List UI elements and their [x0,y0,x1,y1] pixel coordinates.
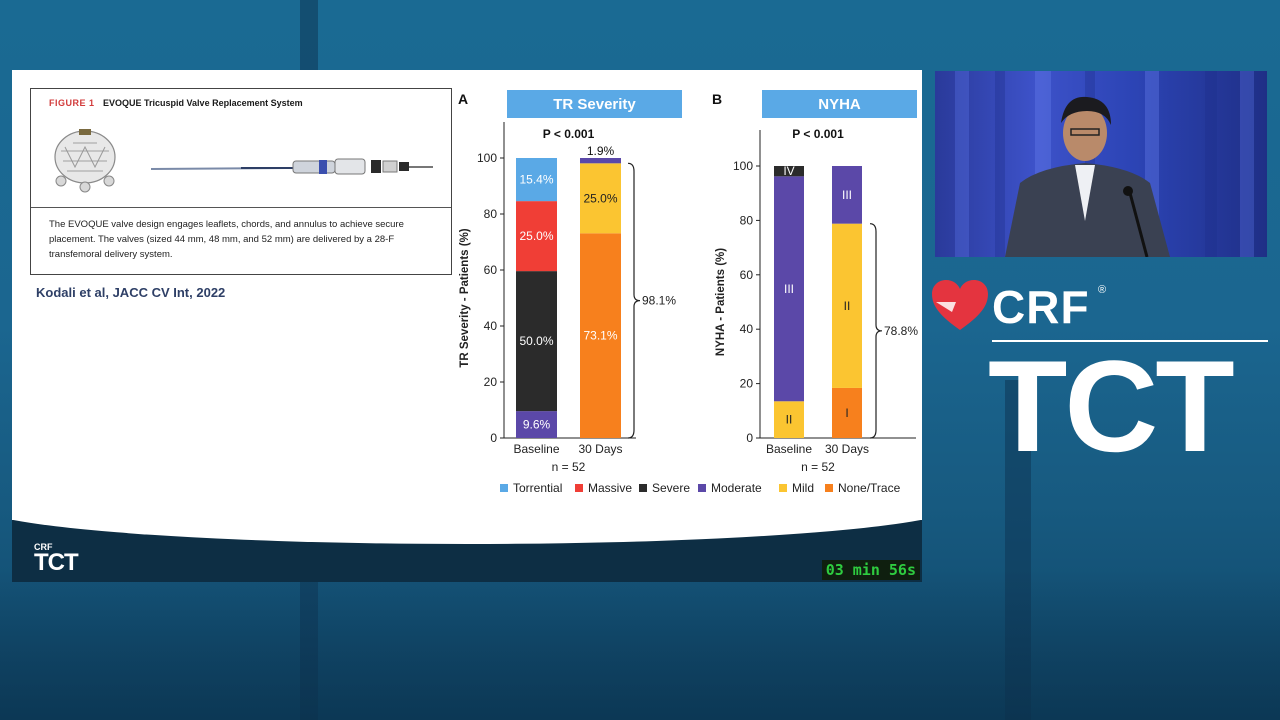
bar-segment-i [832,387,862,438]
panel-letter: B [712,91,722,107]
data-label: 9.6% [523,418,551,432]
x-tick-label: Baseline [513,442,559,456]
charts-canvas: TR Severity A P < 0.001 0 20 40 60 80 100 TR Seve… [458,90,918,495]
y-tick-label: 60 [740,268,754,282]
bar-segment-torrential [516,158,557,202]
data-label: IV [783,164,794,178]
brand-tct-text: TCT [988,333,1235,479]
bridge-shadow [0,570,1280,720]
data-label: 73.1% [583,329,617,343]
legend-item: Massive [588,481,632,495]
legend-swatch [779,484,787,492]
data-label: III [842,188,852,202]
valve-image [54,129,116,193]
citation: Kodali et al, JACC CV Int, 2022 [36,285,226,300]
y-tick-label: 0 [746,431,753,445]
caption-line: transfemoral delivery system. [49,249,173,260]
y-tick-label: 20 [740,377,754,391]
data-label: II [844,299,851,313]
legend-swatch [575,484,583,492]
y-tick-label: 40 [484,319,498,333]
bar-segment-massive [516,201,557,272]
bar-segment-ii [774,401,804,438]
y-tick-label: 80 [484,207,498,221]
y-tick-label: 0 [490,431,497,445]
bracket [627,162,641,439]
legend-item: Mild [792,481,814,495]
timer: 03 min 56s [821,560,920,580]
legend-item: Moderate [711,481,762,495]
speaker-video [935,71,1267,257]
bar-segment-iv [774,166,804,177]
x-tick-label: 30 Days [578,442,622,456]
y-tick-label: 20 [484,375,498,389]
figure-caption: The EVOQUE valve design engages leaflets… [49,217,434,262]
x-tick-label: 30 Days [825,442,869,456]
y-tick-label: 60 [484,263,498,277]
data-label: 1.9% [587,144,615,158]
y-tick-label: 100 [477,151,497,165]
legend-swatch [698,484,706,492]
figure-box: FIGURE 1 EVOQUE Tricuspid Valve Replacem… [30,88,452,275]
panel-header-bg [762,90,917,118]
data-label: 25.0% [583,191,617,205]
footer-crf-text: CRF [34,542,53,552]
speaker-video-scene [955,71,1254,257]
valve-device-illustration [54,129,433,193]
presentation-slide: FIGURE 1 EVOQUE Tricuspid Valve Replacem… [12,70,922,582]
legend-swatch [500,484,508,492]
bar-segment-moderate [516,411,557,438]
legend-item: Torrential [513,481,562,495]
data-label: 15.4% [519,173,553,187]
brand-rule [992,340,1268,342]
data-label: III [784,282,794,296]
panel-header: TR Severity [553,96,636,113]
data-label: 50.0% [519,334,553,348]
panel-header: NYHA [818,96,861,113]
y-tick-label: 80 [740,213,754,227]
y-tick-label: 40 [740,322,754,336]
microphone [1123,186,1149,257]
panel-letter: A [458,91,468,107]
bar-segment-severe [516,271,557,412]
y-axis-label: TR Severity - Patients (%) [459,228,471,367]
bracket-label: 98.1% [642,294,676,308]
bar-segment-moderate [580,158,621,164]
legend-swatch [639,484,647,492]
caption-line: The EVOQUE valve design engages leaflets… [49,219,404,230]
slide-footer-logo: CRF TCT [34,542,79,576]
p-value: P < 0.001 [792,127,844,141]
bar-segment-iii [774,176,804,402]
p-value: P < 0.001 [543,127,595,141]
legend-item: Severe [652,481,690,495]
x-tick-label: Baseline [766,442,812,456]
bar-segment-none-trace [580,233,621,438]
data-label: I [845,406,848,420]
panel-header-bg [507,90,682,118]
legend-swatch [825,484,833,492]
figure-title: FIGURE 1 EVOQUE Tricuspid Valve Replacem… [49,98,303,108]
bar-segment-mild [580,163,621,234]
caption-line: placement. The valves (sized 44 mm, 48 m… [49,234,395,245]
figure-number: FIGURE 1 [49,98,95,108]
crf-heart-icon [932,280,988,330]
figure-title-text: EVOQUE Tricuspid Valve Replacement Syste… [103,98,303,108]
bracket [869,223,883,439]
data-label: II [786,413,793,427]
y-axis-label: NYHA - Patients (%) [715,248,727,356]
footer-tct-text: TCT [34,549,79,576]
delivery-catheter-image [150,158,433,175]
legend-item: None/Trace [838,481,901,495]
bar-segment-ii [832,223,862,388]
brand-crf-text: CRF [992,281,1090,333]
y-tick-label: 100 [733,159,753,173]
crf-tct-brand: CRF ® TCT [930,278,1280,478]
data-label: 25.0% [519,229,553,243]
bracket-label: 78.8% [884,324,918,338]
brand-registered-mark: ® [1098,284,1107,296]
figure-divider [31,207,451,208]
bar-segment-iii [832,166,862,224]
n-label: n = 52 [552,460,586,474]
n-label: n = 52 [801,460,835,474]
